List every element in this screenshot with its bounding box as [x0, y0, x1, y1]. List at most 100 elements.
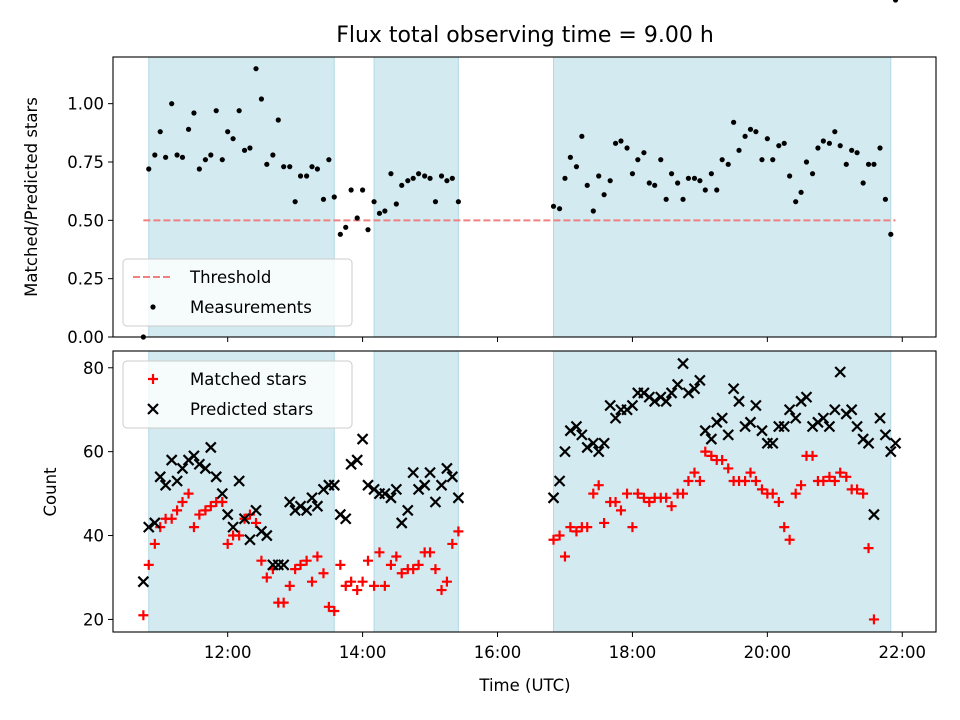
predicted-stars-point: [441, 462, 453, 475]
measurement-point: [624, 145, 630, 151]
measurement-point: [747, 126, 754, 132]
matched-stars-point: [436, 585, 447, 596]
predicted-stars-point: [829, 403, 841, 416]
matched-stars-point: [841, 471, 852, 482]
measurement-point: [179, 154, 186, 160]
matched-stars-point: [251, 517, 262, 528]
predicted-stars-point: [705, 433, 718, 445]
matched-stars-point: [188, 522, 199, 533]
measurement-point: [573, 164, 580, 170]
predicted-stars-point: [407, 466, 419, 479]
matched-stars-point: [858, 488, 869, 499]
predicted-stars-point: [750, 399, 762, 412]
matched-stars-point: [818, 476, 829, 487]
measurement-point: [731, 119, 737, 125]
predicted-stars-point: [682, 387, 695, 399]
matched-stars-point: [453, 526, 464, 537]
matched-stars-point: [318, 568, 329, 579]
matched-stars-point: [323, 601, 334, 612]
measurement-point: [174, 152, 180, 158]
predicted-stars-point: [626, 399, 639, 412]
matched-stars-point: [745, 467, 756, 478]
measurement-point: [432, 199, 439, 205]
measurement-point: [449, 175, 455, 181]
matched-stars-point: [234, 530, 245, 541]
matched-stars-point: [554, 530, 565, 541]
measurement-point: [764, 136, 770, 142]
measurement-point: [612, 140, 619, 146]
predicted-stars-point: [261, 529, 273, 542]
matched-stars-point: [593, 480, 604, 491]
matched-stars-point: [391, 551, 402, 562]
measurement-point: [579, 133, 585, 139]
matched-stars-point: [200, 505, 211, 516]
predicted-stars-point: [221, 508, 234, 521]
matched-stars-point: [632, 488, 643, 499]
predicted-stars-point: [609, 412, 622, 424]
matched-stars-point: [706, 450, 717, 461]
predicted-stars-point: [390, 483, 403, 496]
predicted-stars-point: [862, 437, 875, 450]
bottom-axes-frame: [112, 350, 937, 633]
matched-stars-point: [425, 547, 436, 558]
measurement-point: [843, 161, 849, 167]
measurement-point: [343, 224, 349, 230]
matched-stars-point: [622, 488, 633, 499]
measurement-point: [584, 182, 590, 188]
measurement-point: [809, 171, 816, 177]
measurement-point: [264, 161, 270, 167]
predicted-stars-point: [171, 475, 183, 487]
predicted-stars-point: [300, 504, 313, 517]
measurement-point: [415, 171, 422, 177]
matched-stars-point: [379, 580, 390, 591]
matched-stars-point: [638, 492, 649, 503]
measurement-point: [281, 164, 287, 170]
matched-stars-point: [767, 488, 778, 499]
matched-stars-point: [582, 522, 593, 533]
top-y-tick-label: 0.00: [67, 328, 104, 347]
measurement-point: [219, 157, 225, 163]
matched-stars-point: [868, 614, 879, 625]
predicted-stars-point: [149, 517, 161, 529]
matched-stars-point: [261, 572, 272, 583]
matched-stars-point: [565, 522, 576, 533]
legend-label-threshold: Threshold: [189, 268, 271, 287]
observing-window-band: [553, 350, 892, 633]
measurement-point: [287, 164, 293, 170]
predicted-stars-point: [766, 437, 779, 450]
matched-stars-point: [284, 580, 295, 591]
measurement-point: [399, 182, 405, 188]
measurement-point: [719, 157, 725, 163]
measurement-point: [742, 133, 748, 139]
measurement-point: [680, 196, 686, 202]
measurement-point: [236, 108, 242, 114]
matched-stars-point: [166, 513, 177, 524]
predicted-stars-point: [817, 412, 830, 424]
chart-title: Flux total observing time = 9.00 h: [336, 23, 714, 48]
predicted-stars-point: [418, 479, 431, 491]
predicted-stars-point: [205, 441, 217, 454]
measurement-point: [230, 136, 236, 142]
predicted-stars-point: [885, 445, 897, 458]
measurement-point: [354, 215, 360, 221]
measurement-point: [658, 157, 664, 163]
matched-stars-legend-swatch: [148, 374, 158, 384]
predicted-stars-point: [694, 374, 706, 387]
matched-stars-point: [852, 484, 863, 495]
predicted-stars-point: [238, 512, 251, 525]
measurement-point: [781, 140, 787, 146]
predicted-stars-point: [294, 500, 307, 512]
predicted-stars-point: [142, 521, 155, 533]
predicted-stars-point: [429, 496, 442, 508]
measurement-point: [393, 201, 399, 207]
matched-stars-point: [222, 538, 233, 549]
matched-stars-point: [773, 496, 784, 507]
matched-stars-point: [683, 476, 694, 487]
measurement-point: [225, 129, 231, 135]
predicted-stars-point: [604, 399, 616, 412]
predicted-stars-point: [834, 366, 846, 378]
measurement-point: [865, 161, 872, 167]
matched-stars-point: [750, 476, 761, 487]
matched-stars-point: [790, 488, 801, 499]
predicted-stars-point: [356, 433, 369, 445]
